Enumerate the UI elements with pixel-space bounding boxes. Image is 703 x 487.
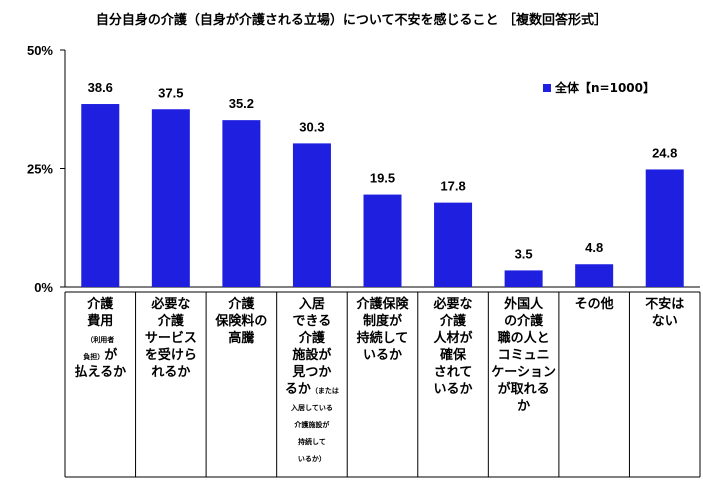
category-label-text: 払えるか — [74, 365, 127, 380]
legend-swatch — [543, 84, 551, 92]
bar-value-label: 4.8 — [585, 240, 603, 255]
bar-value-label: 30.3 — [299, 119, 324, 134]
category-label-text: 必要な — [151, 297, 191, 312]
category-label-text: 介護 — [228, 297, 255, 312]
category-label-text: の介護 — [504, 314, 544, 329]
category-label-text: か — [517, 399, 531, 414]
category-label-text: れるか — [151, 365, 191, 380]
category-label-text: 必要な — [433, 297, 473, 312]
category-label: その他 — [559, 292, 630, 477]
category-label-text: 人材が — [433, 331, 473, 346]
bar — [575, 264, 614, 287]
category-label-text: その他 — [574, 297, 614, 312]
category-label-text: 介護 — [298, 331, 325, 346]
category-label-text: るか — [284, 382, 311, 397]
category-label-text: 持続して — [356, 331, 409, 346]
category-label-text: 介護 — [440, 314, 467, 329]
bar — [222, 120, 261, 287]
category-label-text: 介護 — [87, 297, 114, 312]
bar-value-label: 17.8 — [440, 179, 465, 194]
bar — [645, 169, 684, 287]
category-label-text: ケーション — [491, 365, 556, 380]
category-label: 介護 保険料の 高騰 — [206, 292, 277, 477]
category-label-text: 入居している — [291, 404, 333, 412]
category-label-text: 制度が — [362, 314, 402, 329]
category-label: 必要な介護サービスを受けられるか — [136, 292, 207, 477]
bar — [434, 202, 473, 287]
category-label-text: 費用 — [87, 314, 114, 329]
category-label-text: 介護保険 — [356, 297, 409, 312]
bar-value-label: 35.2 — [229, 96, 254, 111]
category-label-text: いるか） — [297, 455, 326, 463]
bar — [504, 270, 543, 287]
bar — [81, 104, 120, 287]
category-label-text: が — [104, 348, 118, 363]
category-label-text: 負担） — [83, 353, 105, 361]
category-label-text: できる — [292, 314, 332, 329]
category-label-text: 外国人 — [504, 297, 544, 312]
category-label-text: 見つか — [292, 365, 332, 380]
bar — [292, 143, 331, 287]
category-label-text: コミュニ — [497, 348, 550, 363]
legend-label: 全体【n=1000】 — [554, 80, 655, 95]
category-label-text: が取れる — [497, 382, 550, 397]
category-label-text: 高騰 — [228, 331, 255, 346]
category-label-text: 不安は — [645, 297, 685, 312]
bar-value-label: 19.5 — [370, 171, 395, 186]
category-label: 必要な介護人材が確保されているか — [418, 292, 489, 477]
category-label-text: 介護 — [157, 314, 184, 329]
category-label-text: 保険料の — [215, 314, 268, 329]
category-label: 介護保険制度が持続しているか — [347, 292, 418, 477]
category-label-text: 入居 — [298, 297, 325, 312]
category-label-text: （利用者 — [86, 336, 115, 344]
bar-value-label: 38.6 — [88, 80, 113, 95]
category-label: 不安は ない — [629, 292, 700, 477]
bar-value-label: 3.5 — [515, 246, 533, 261]
y-tick-label: 25% — [27, 162, 53, 177]
category-label-text: 介護施設が — [294, 421, 330, 429]
category-label-text: いるか — [362, 348, 402, 363]
y-tick-label: 50% — [27, 43, 53, 58]
bar — [363, 194, 402, 287]
category-label-text: （または — [310, 387, 339, 395]
category-label-text: いるか — [433, 382, 473, 397]
bar — [151, 109, 190, 287]
category-label-text: 施設が — [292, 348, 332, 363]
category-label: 入居 できる 介護 施設が 見つか るか（または 入居している 介護施設が 持続して いるか） — [277, 292, 348, 477]
y-tick-label: 0% — [34, 280, 53, 295]
category-label: 外国人の介護職の人とコミュニケーションが取れるか — [488, 292, 559, 477]
category-label-text: 職の人と — [497, 331, 550, 346]
category-label-text: を受けら — [144, 348, 197, 363]
category-label-text: サービス — [144, 331, 197, 346]
bar-value-label: 24.8 — [652, 145, 677, 160]
chart-title: 自分自身の介護（自身が介護される立場）について不安を感じること ［複数回答形式］ — [95, 13, 608, 28]
category-label-text: 持続して — [298, 438, 326, 446]
bar-value-label: 37.5 — [158, 85, 183, 100]
category-label: 介護費用 （利用者負担）が払えるか — [65, 292, 136, 477]
category-label-text: ない — [651, 314, 678, 329]
category-label-text: 確保 — [440, 348, 467, 363]
category-label-text: されて — [433, 365, 473, 380]
